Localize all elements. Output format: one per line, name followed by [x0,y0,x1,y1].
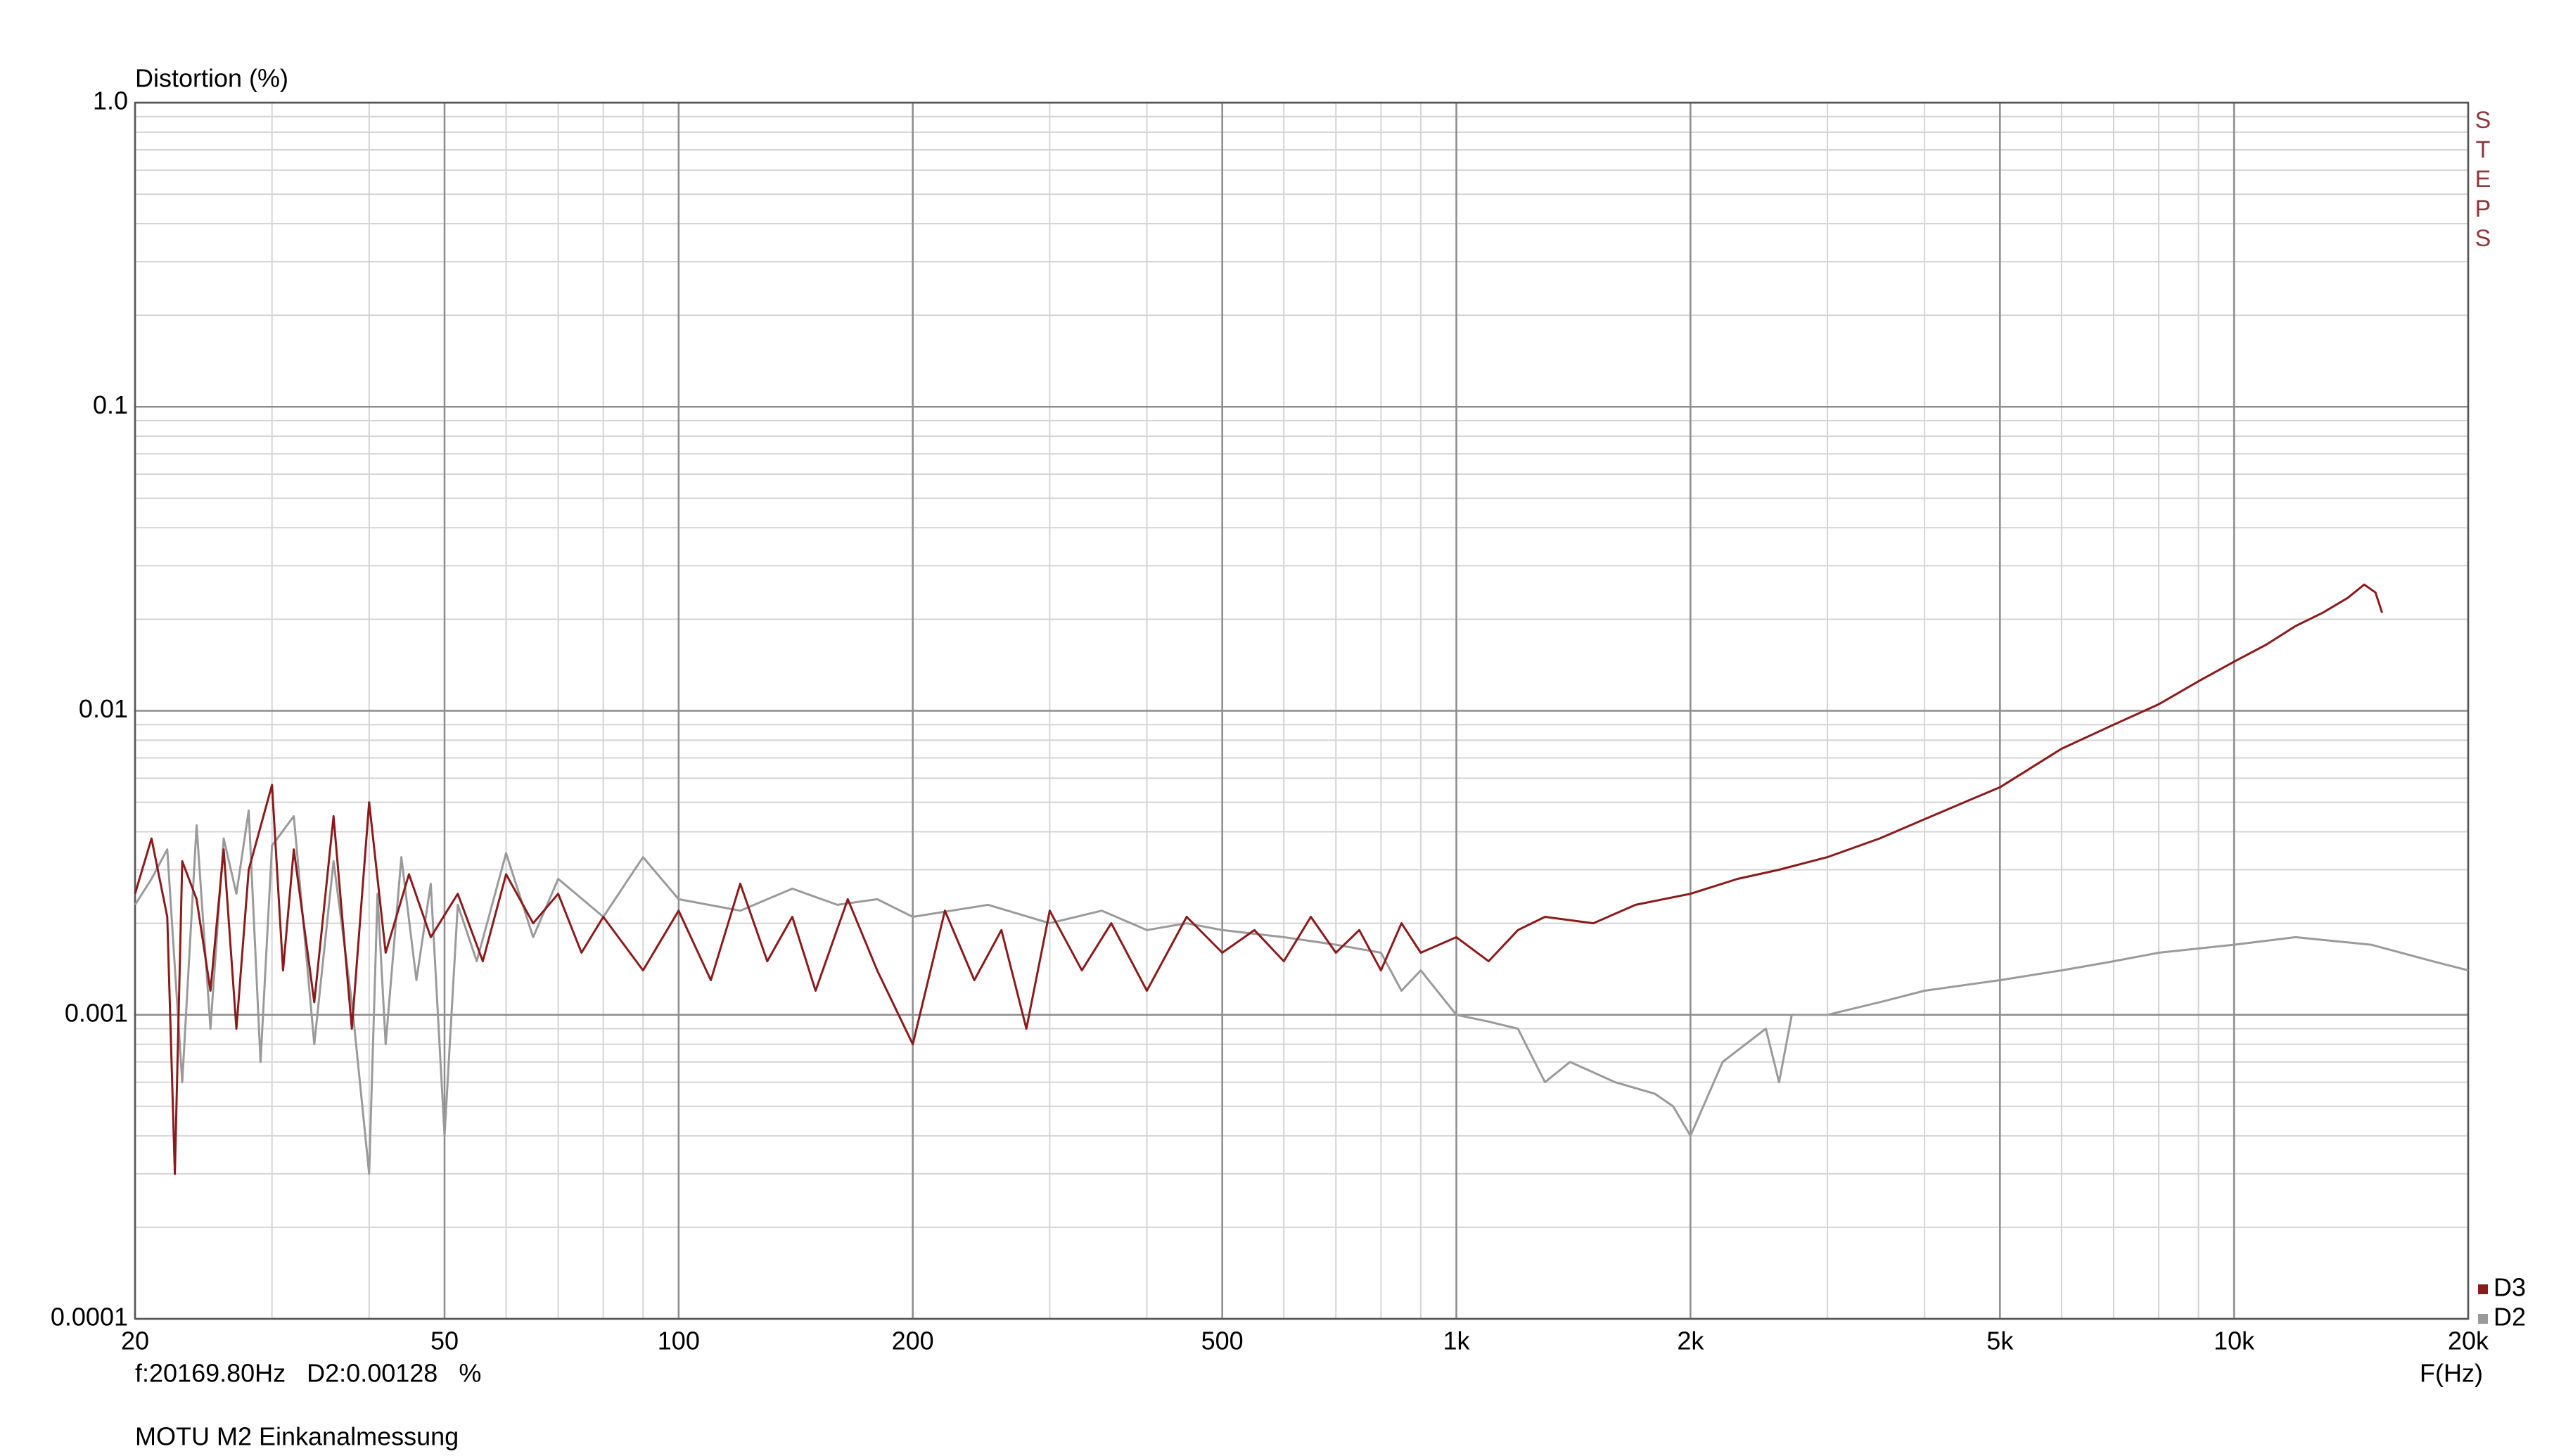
footer-note: MOTU M2 Einkanalmessung [135,1422,459,1451]
x-tick-label: 100 [658,1327,700,1355]
legend-label: D3 [2494,1273,2526,1302]
x-tick-label: 200 [892,1327,934,1355]
y-tick-label: 1.0 [93,87,128,115]
data-line [134,809,2469,1175]
side-label: STEPS [2470,107,2496,255]
y-tick-label: 0.001 [65,998,128,1027]
x-tick-label: 10k [2214,1327,2255,1355]
x-axis-label: F(Hz) [2420,1359,2483,1388]
x-tick-label: 1k [1443,1327,1470,1355]
x-tick-label: 20k [2448,1327,2489,1355]
x-tick-label: 5k [1986,1327,2014,1355]
y-tick-label: 0.0001 [51,1303,128,1332]
cursor-readout: f:20169.80Hz D2:0.00128 % [135,1359,481,1388]
legend-swatch [2478,1314,2488,1324]
plot-frame [134,101,2470,1320]
y-tick-label: 0.01 [79,694,128,723]
legend-swatch [2478,1284,2488,1294]
y-axis-label: Distortion (%) [135,64,288,93]
legend-label: D2 [2494,1303,2526,1332]
data-line [134,583,2384,1175]
x-tick-label: 20 [121,1327,149,1355]
x-tick-label: 50 [430,1327,459,1355]
x-tick-label: 500 [1201,1327,1244,1355]
x-tick-label: 2k [1677,1327,1704,1355]
y-tick-label: 0.1 [93,390,128,419]
